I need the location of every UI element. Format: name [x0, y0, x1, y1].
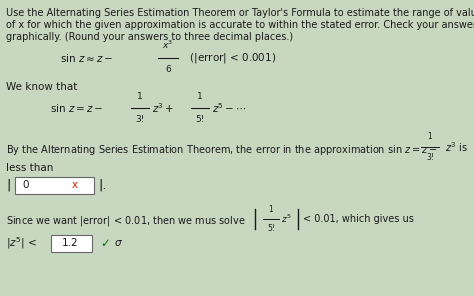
- Text: Use the Alternating Series Estimation Theorem or Taylor's Formula to estimate th: Use the Alternating Series Estimation Th…: [6, 8, 474, 18]
- Text: By the Alternating Series Estimation Theorem, the error in the approximation sin: By the Alternating Series Estimation The…: [6, 143, 438, 157]
- Text: less than: less than: [6, 163, 54, 173]
- Text: 5!: 5!: [195, 115, 205, 124]
- Text: of x for which the given approximation is accurate to within the stated error. C: of x for which the given approximation i…: [6, 20, 474, 30]
- Text: 1.2: 1.2: [62, 238, 79, 248]
- Text: |.: |.: [98, 178, 107, 192]
- Text: $x^3$: $x^3$: [162, 38, 174, 51]
- Text: 1: 1: [197, 92, 203, 101]
- Text: < 0.01, which gives us: < 0.01, which gives us: [303, 214, 414, 224]
- Text: |: |: [6, 178, 10, 192]
- Text: x: x: [72, 180, 78, 190]
- Text: Since we want $|$error$|$ < 0.01, then we mus solve: Since we want $|$error$|$ < 0.01, then w…: [6, 214, 246, 228]
- Text: 1: 1: [428, 132, 432, 141]
- Text: ($|$error$|$ < 0.001): ($|$error$|$ < 0.001): [183, 51, 276, 65]
- Text: ✓: ✓: [100, 237, 110, 250]
- Text: $z^5 - \cdots$: $z^5 - \cdots$: [212, 101, 247, 115]
- Text: graphically. (Round your answers to three decimal places.): graphically. (Round your answers to thre…: [6, 32, 293, 42]
- FancyBboxPatch shape: [52, 234, 92, 252]
- Text: $z^5$: $z^5$: [281, 213, 292, 225]
- Text: sin $z \approx z -$: sin $z \approx z -$: [60, 52, 113, 64]
- Text: 3!: 3!: [135, 115, 145, 124]
- Text: 0: 0: [22, 180, 28, 190]
- Text: We know that: We know that: [6, 82, 77, 92]
- Text: sin $z = z -$: sin $z = z -$: [50, 102, 103, 114]
- Text: $z^3 +$: $z^3 +$: [152, 101, 174, 115]
- Text: $|z^5|$ <: $|z^5|$ <: [6, 235, 37, 251]
- Text: $\sigma$: $\sigma$: [114, 238, 123, 248]
- Text: $z^3$ is: $z^3$ is: [445, 140, 468, 154]
- Text: 6: 6: [165, 65, 171, 74]
- Text: 5!: 5!: [267, 224, 275, 233]
- Text: 1: 1: [269, 205, 273, 214]
- Text: 1: 1: [137, 92, 143, 101]
- Text: 3!: 3!: [426, 153, 434, 162]
- FancyBboxPatch shape: [16, 176, 94, 194]
